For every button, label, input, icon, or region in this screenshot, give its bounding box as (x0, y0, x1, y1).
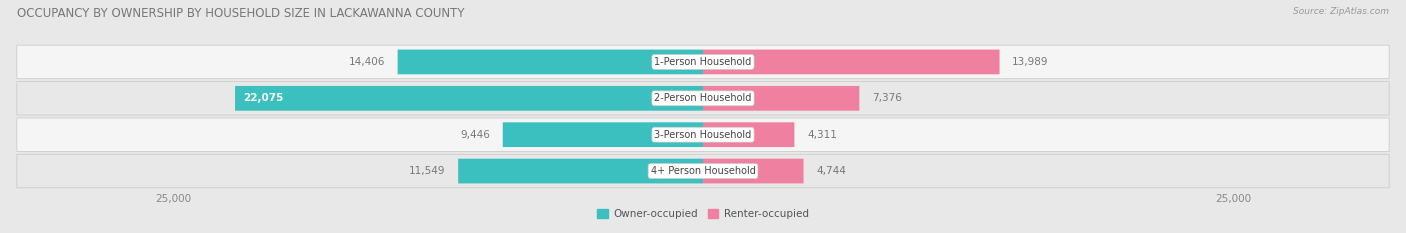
Text: 4,744: 4,744 (817, 166, 846, 176)
Text: 7,376: 7,376 (872, 93, 903, 103)
FancyBboxPatch shape (703, 50, 1000, 74)
FancyBboxPatch shape (458, 159, 703, 183)
Text: Source: ZipAtlas.com: Source: ZipAtlas.com (1294, 7, 1389, 16)
FancyBboxPatch shape (17, 45, 1389, 79)
Legend: Owner-occupied, Renter-occupied: Owner-occupied, Renter-occupied (593, 205, 813, 223)
Text: 13,989: 13,989 (1012, 57, 1049, 67)
Text: 22,075: 22,075 (243, 93, 284, 103)
Text: 9,446: 9,446 (460, 130, 491, 140)
FancyBboxPatch shape (17, 82, 1389, 115)
FancyBboxPatch shape (17, 118, 1389, 151)
FancyBboxPatch shape (703, 122, 794, 147)
FancyBboxPatch shape (235, 86, 703, 111)
FancyBboxPatch shape (17, 154, 1389, 188)
Text: 3-Person Household: 3-Person Household (654, 130, 752, 140)
FancyBboxPatch shape (398, 50, 703, 74)
Text: 11,549: 11,549 (409, 166, 446, 176)
Text: 4+ Person Household: 4+ Person Household (651, 166, 755, 176)
Text: OCCUPANCY BY OWNERSHIP BY HOUSEHOLD SIZE IN LACKAWANNA COUNTY: OCCUPANCY BY OWNERSHIP BY HOUSEHOLD SIZE… (17, 7, 464, 20)
Text: 14,406: 14,406 (349, 57, 385, 67)
FancyBboxPatch shape (703, 159, 804, 183)
Text: 2-Person Household: 2-Person Household (654, 93, 752, 103)
Text: 4,311: 4,311 (807, 130, 837, 140)
FancyBboxPatch shape (503, 122, 703, 147)
Text: 1-Person Household: 1-Person Household (654, 57, 752, 67)
FancyBboxPatch shape (703, 86, 859, 111)
